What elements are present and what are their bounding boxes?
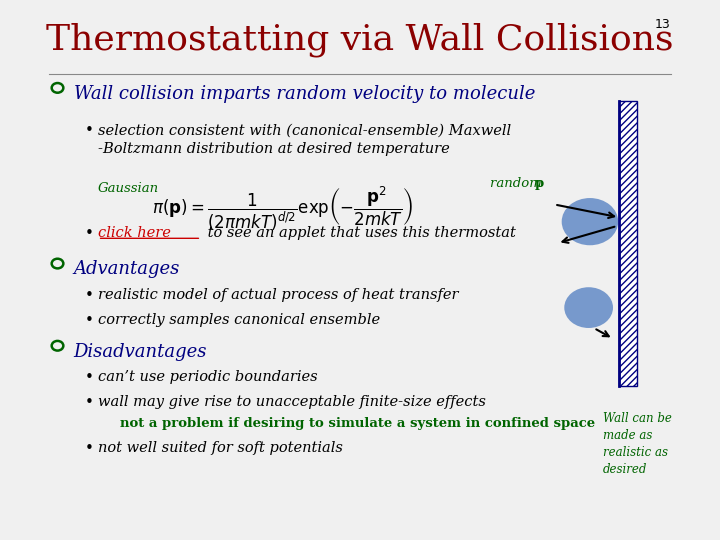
Text: •: •	[85, 313, 94, 328]
Text: Thermostatting via Wall Collisions: Thermostatting via Wall Collisions	[46, 23, 674, 57]
Bar	[619, 101, 637, 386]
Text: Wall collision imparts random velocity to molecule: Wall collision imparts random velocity t…	[73, 85, 535, 103]
Text: wall may give rise to unacceptable finite-size effects: wall may give rise to unacceptable finit…	[98, 395, 485, 409]
Text: to see an applet that uses this thermostat: to see an applet that uses this thermost…	[203, 226, 516, 240]
Text: realistic model of actual process of heat transfer: realistic model of actual process of hea…	[98, 288, 458, 302]
Text: not well suited for soft potentials: not well suited for soft potentials	[98, 441, 343, 455]
Text: Wall can be
made as
realistic as
desired: Wall can be made as realistic as desired	[603, 413, 672, 476]
Text: Disadvantages: Disadvantages	[73, 342, 207, 361]
Text: 13: 13	[655, 17, 671, 30]
Circle shape	[565, 288, 612, 327]
Text: not a problem if desiring to simulate a system in confined space: not a problem if desiring to simulate a …	[120, 417, 595, 430]
Circle shape	[563, 199, 617, 244]
Text: random: random	[490, 177, 546, 190]
Text: selection consistent with (canonical-ensemble) Maxwell
-Boltzmann distribution a: selection consistent with (canonical-ens…	[98, 123, 510, 156]
Text: correctly samples canonical ensemble: correctly samples canonical ensemble	[98, 313, 379, 327]
Text: Advantages: Advantages	[73, 260, 180, 278]
Text: •: •	[85, 226, 94, 241]
Text: •: •	[85, 441, 94, 456]
Text: •: •	[85, 123, 94, 138]
Text: •: •	[85, 288, 94, 303]
Text: p: p	[535, 177, 544, 190]
Text: •: •	[85, 395, 94, 410]
Text: click here: click here	[98, 226, 171, 240]
Text: $\pi(\mathbf{p}) = \dfrac{1}{(2\pi mkT)^{d/2}}\exp\!\left(-\dfrac{\mathbf{p}^2}{: $\pi(\mathbf{p}) = \dfrac{1}{(2\pi mkT)^…	[152, 185, 413, 233]
Text: Gaussian: Gaussian	[98, 183, 159, 195]
Text: •: •	[85, 370, 94, 386]
Text: can’t use periodic boundaries: can’t use periodic boundaries	[98, 370, 318, 384]
